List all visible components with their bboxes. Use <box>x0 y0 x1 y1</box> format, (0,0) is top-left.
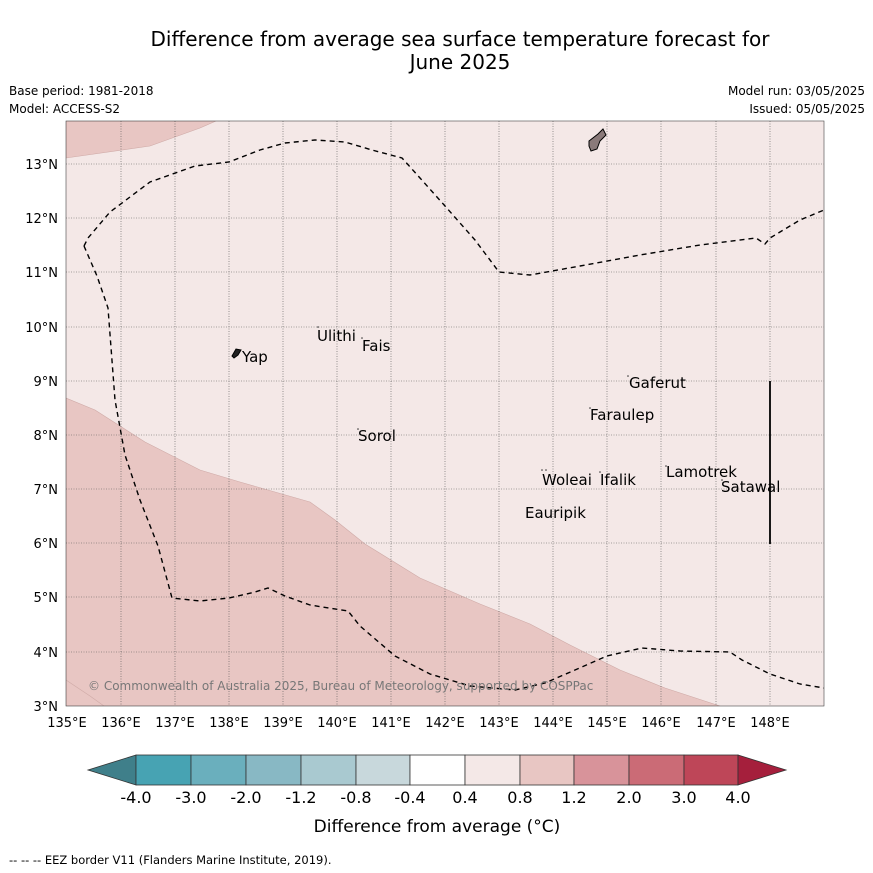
lat-label: 3°N <box>34 700 59 715</box>
lat-label: 7°N <box>34 483 59 498</box>
lat-label: 6°N <box>34 537 59 552</box>
colorbar-tick: 4.0 <box>725 788 750 807</box>
colorbar-tick: -0.4 <box>394 788 425 807</box>
lon-label: 137°E <box>155 716 195 731</box>
colorbar-cell <box>245 754 302 786</box>
colorbar-tick: -0.8 <box>340 788 371 807</box>
place-label: Fais <box>362 337 391 355</box>
base-period: Base period: 1981-2018 <box>9 84 154 98</box>
lon-label: 144°E <box>533 716 573 731</box>
model-name: Model: ACCESS-S2 <box>9 102 121 116</box>
lon-label: 142°E <box>425 716 465 731</box>
lat-label: 5°N <box>34 591 59 606</box>
place-label: Satawal <box>721 478 780 496</box>
lon-label: 147°E <box>696 716 736 731</box>
latitude-labels: 13°N 12°N 11°N 10°N 9°N 8°N 7°N 6°N 5°N … <box>25 158 58 715</box>
lon-label: 148°E <box>750 716 790 731</box>
map-frame <box>65 120 825 707</box>
warm-region-southwest <box>66 397 721 706</box>
atoll-markers <box>317 326 723 481</box>
lat-label: 8°N <box>34 429 59 444</box>
lon-label: 139°E <box>263 716 303 731</box>
colorbar <box>86 754 788 786</box>
lon-label: 140°E <box>317 716 357 731</box>
place-label: Lamotrek <box>666 463 737 481</box>
colorbar-cell <box>86 754 137 786</box>
eez-border-north <box>83 139 824 276</box>
colorbar-cell <box>409 754 466 786</box>
place-label: Ifalik <box>600 471 636 489</box>
copyright-notice: © Commonwealth of Australia 2025, Bureau… <box>88 679 593 693</box>
lon-label: 135°E <box>47 716 87 731</box>
colorbar-cell <box>135 754 192 786</box>
issued-date: Issued: 05/05/2025 <box>749 102 865 116</box>
colorbar-tick: 0.4 <box>452 788 477 807</box>
colorbar-tick: 0.8 <box>507 788 532 807</box>
lat-label: 9°N <box>34 375 59 390</box>
title-line-2: June 2025 <box>409 50 511 74</box>
colorbar-cell <box>737 754 788 786</box>
lon-label: 138°E <box>209 716 249 731</box>
lon-label: 145°E <box>587 716 627 731</box>
colorbar-cell <box>355 754 411 786</box>
longitude-labels: 135°E 136°E 137°E 138°E 139°E 140°E 141°… <box>47 716 790 731</box>
place-label: Ulithi <box>317 327 356 345</box>
lat-label: 4°N <box>34 646 59 661</box>
guam-island <box>588 128 607 152</box>
place-label: Faraulep <box>590 406 654 424</box>
lon-label: 136°E <box>101 716 141 731</box>
lon-label: 143°E <box>479 716 519 731</box>
lat-label: 12°N <box>25 212 58 227</box>
place-label: Eauripik <box>525 504 586 522</box>
lon-label: 141°E <box>371 716 411 731</box>
lon-label: 146°E <box>641 716 681 731</box>
lat-label: 11°N <box>25 266 58 281</box>
place-label: Yap <box>241 348 268 366</box>
footer-note: -- -- -- EEZ border V11 (Flanders Marine… <box>9 853 332 867</box>
colorbar-cell <box>573 754 630 786</box>
map-title: Difference from average sea surface temp… <box>100 28 820 74</box>
colorbar-tick: -1.2 <box>285 788 316 807</box>
place-label: Gaferut <box>629 374 686 392</box>
colorbar-tick: 1.2 <box>561 788 586 807</box>
colorbar-title: Difference from average (°C) <box>314 817 561 837</box>
colorbar-cell <box>519 754 575 786</box>
colorbar-tick: 2.0 <box>616 788 641 807</box>
meta-left: Base period: 1981-2018 Model: ACCESS-S2 <box>9 82 154 118</box>
place-label: Woleai <box>542 471 592 489</box>
colorbar-ticks: -4.0 -3.0 -2.0 -1.2 -0.8 -0.4 0.4 0.8 1.… <box>120 788 750 807</box>
lat-label: 13°N <box>25 158 58 173</box>
colorbar-cell <box>464 754 521 786</box>
colorbar-cell <box>628 754 685 786</box>
title-line-1: Difference from average sea surface temp… <box>150 27 770 51</box>
colorbar-cell <box>300 754 357 786</box>
colorbar-tick: -3.0 <box>175 788 206 807</box>
colorbar-tick: -2.0 <box>230 788 261 807</box>
eez-border-west <box>83 245 824 691</box>
warm-region-corner <box>66 679 105 706</box>
colorbar-cell <box>683 754 739 786</box>
model-run: Model run: 03/05/2025 <box>727 84 865 98</box>
place-label: Sorol <box>358 427 396 445</box>
colorbar-tick: 3.0 <box>671 788 696 807</box>
colorbar-cell <box>190 754 247 786</box>
meta-right: Model run: 03/05/2025 Issued: 05/05/2025 <box>728 82 865 118</box>
colorbar-tick: -4.0 <box>120 788 151 807</box>
yap-island <box>231 348 242 359</box>
lat-label: 10°N <box>25 321 58 336</box>
